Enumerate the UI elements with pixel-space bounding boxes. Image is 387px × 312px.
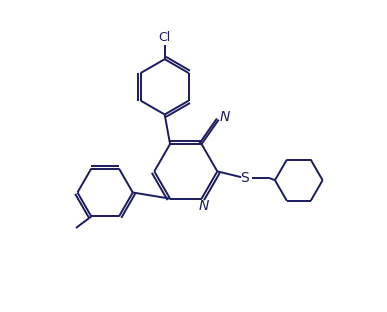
Text: S: S <box>241 171 249 185</box>
Text: N: N <box>198 198 209 212</box>
Text: N: N <box>220 110 230 124</box>
Text: Cl: Cl <box>159 31 171 44</box>
